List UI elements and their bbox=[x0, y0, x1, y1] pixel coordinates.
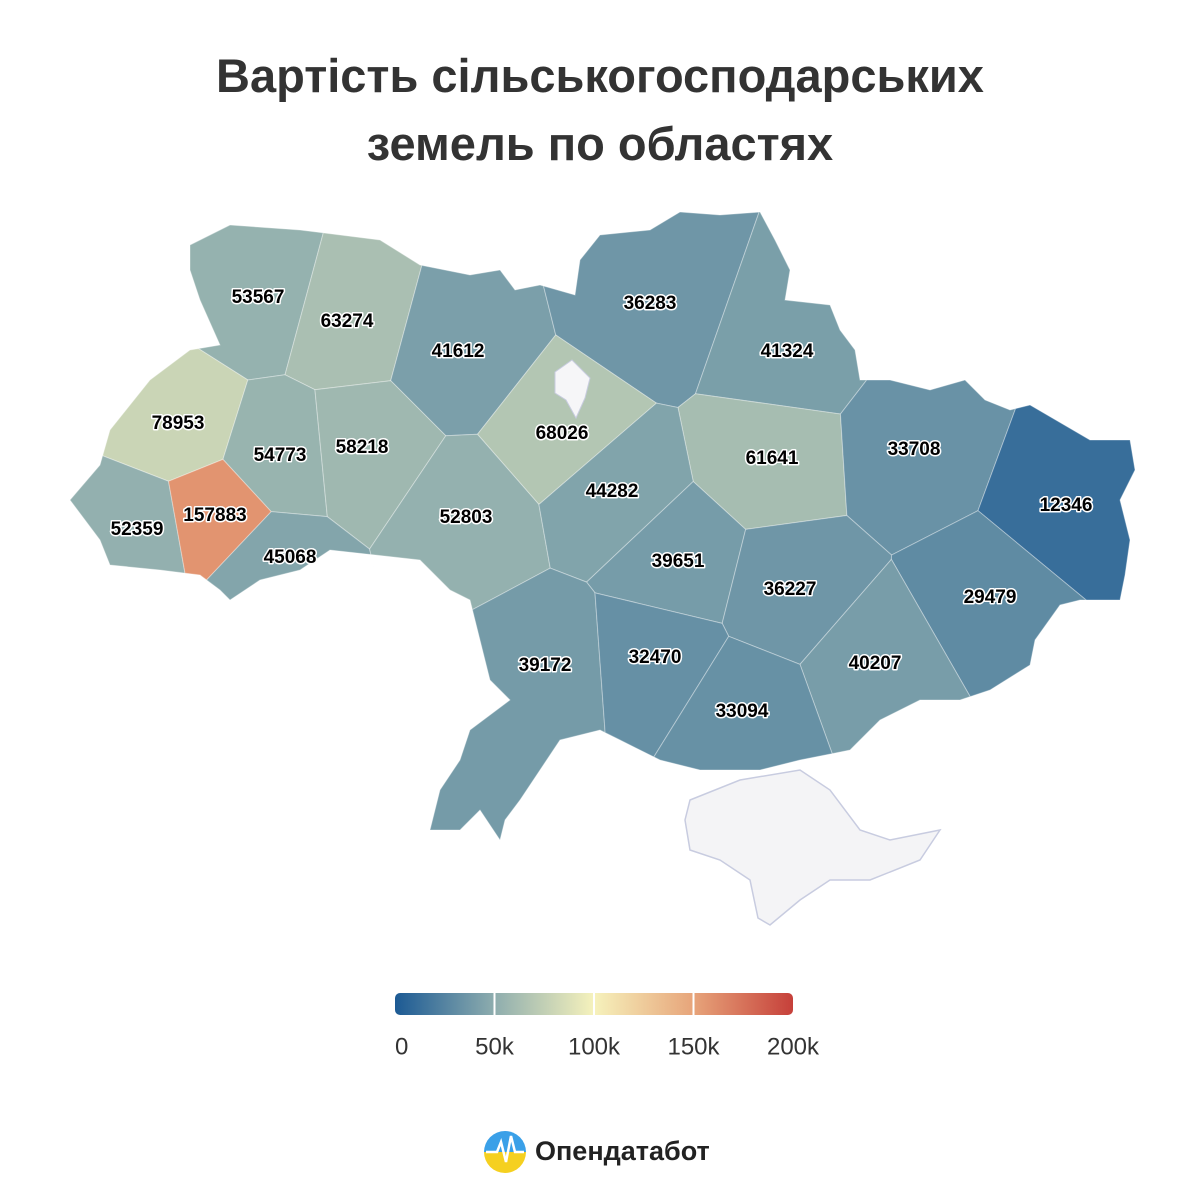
region-label: 33094 bbox=[716, 701, 769, 722]
colorbar-tick-label: 150k bbox=[667, 1033, 720, 1060]
crimea bbox=[684, 769, 942, 926]
region-label: 12346 bbox=[1040, 495, 1093, 516]
region bbox=[839, 379, 1017, 556]
region-label: 157883 bbox=[183, 505, 246, 526]
region-label: 78953 bbox=[152, 413, 205, 434]
region-label: 36227 bbox=[764, 579, 817, 600]
chart-title: Вартість сільськогосподарських земель по… bbox=[216, 49, 984, 170]
region-label: 32470 bbox=[629, 647, 682, 668]
brand-logo-wave bbox=[486, 1135, 524, 1163]
region-label: 44282 bbox=[586, 481, 639, 502]
region bbox=[653, 635, 833, 771]
region bbox=[799, 558, 971, 755]
colorbar-tick-label: 100k bbox=[568, 1033, 621, 1060]
region-label: 39172 bbox=[519, 655, 572, 676]
region-label: 53567 bbox=[232, 287, 285, 308]
brand: Опендатабот bbox=[535, 1136, 710, 1166]
colorbar-tick-label: 200k bbox=[767, 1033, 820, 1060]
region bbox=[69, 455, 186, 574]
region-label: 61641 bbox=[746, 448, 799, 469]
region-label: 54773 bbox=[254, 445, 307, 466]
brand-logo bbox=[484, 1131, 526, 1173]
region-label: 45068 bbox=[264, 547, 317, 568]
region bbox=[205, 511, 396, 651]
region-label: 40207 bbox=[849, 653, 902, 674]
region bbox=[102, 348, 249, 482]
region-label: 52359 bbox=[111, 519, 164, 540]
region-label: 52803 bbox=[440, 507, 493, 528]
region bbox=[429, 567, 606, 842]
colorbar-tick-label: 0 bbox=[395, 1033, 408, 1060]
region-label: 58218 bbox=[336, 437, 389, 458]
colorbar-tick-label: 50k bbox=[475, 1033, 515, 1060]
region bbox=[890, 510, 1088, 698]
region-label: 36283 bbox=[624, 293, 677, 314]
region bbox=[314, 380, 447, 550]
kyiv-city bbox=[554, 359, 591, 420]
region-label: 41324 bbox=[761, 341, 814, 362]
region-label: 29479 bbox=[964, 587, 1017, 608]
region-label: 68026 bbox=[536, 423, 589, 444]
region-label: 33708 bbox=[888, 439, 941, 460]
region-label: 41612 bbox=[432, 341, 485, 362]
region-label: 63274 bbox=[321, 311, 374, 332]
region-label: 39651 bbox=[652, 551, 705, 572]
